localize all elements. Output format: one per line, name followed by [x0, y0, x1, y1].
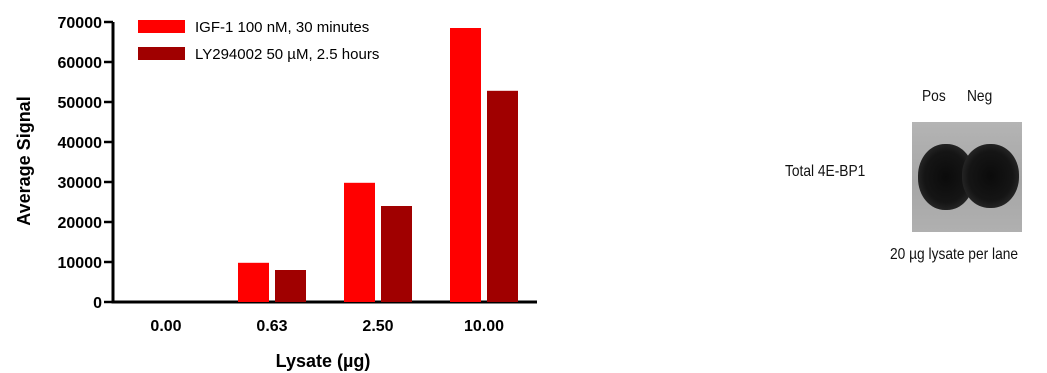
y-tick-label: 30000 [58, 175, 103, 192]
y-tick-label: 40000 [58, 135, 103, 152]
legend-swatch-igf1 [138, 20, 185, 33]
y-tick-label: 70000 [58, 15, 103, 32]
bar-chart: 0 10000 20000 30000 40000 50000 60000 70000 0.0… [14, 15, 537, 371]
x-tick-label: 0.63 [256, 318, 287, 335]
bars [238, 28, 518, 302]
y-tick-label: 10000 [58, 255, 103, 272]
bar-igf1-1 [238, 262, 269, 302]
lane-label-neg: Neg [967, 88, 993, 105]
x-tick-label: 10.00 [464, 318, 504, 335]
y-tick-label: 50000 [58, 95, 103, 112]
bar-ly294002-2 [381, 206, 412, 302]
bar-igf1-3 [450, 28, 481, 302]
blot-row-label: Total 4E-BP1 [785, 163, 866, 180]
y-axis: 0 10000 20000 30000 40000 50000 60000 70000 [58, 15, 115, 312]
legend-label-ly294002: LY294002 50 µM, 2.5 hours [195, 46, 379, 63]
blot-image [912, 122, 1022, 232]
lane-label-pos: Pos [922, 88, 946, 105]
bar-ly294002-1 [275, 270, 306, 302]
y-tick-label: 60000 [58, 55, 103, 72]
y-tick-label: 20000 [58, 215, 103, 232]
y-axis-title: Average Signal [14, 96, 34, 225]
western-blot-panel: Pos Neg Total 4E-BP1 20 µg lysate per la… [770, 80, 1047, 280]
bar-igf1-2 [344, 182, 375, 302]
x-axis-title: Lysate (µg) [276, 351, 371, 371]
x-axis: 0.00 0.63 2.50 10.00 [111, 300, 537, 335]
x-tick-label: 0.00 [150, 318, 181, 335]
bar-ly294002-3 [487, 90, 518, 302]
blot-caption: 20 µg lysate per lane [890, 246, 1019, 263]
y-tick-label: 0 [93, 295, 102, 312]
x-tick-label: 2.50 [362, 318, 393, 335]
blot-band-neg [962, 144, 1019, 208]
legend: IGF-1 100 nM, 30 minutes LY294002 50 µM,… [138, 19, 379, 63]
legend-swatch-ly294002 [138, 47, 185, 60]
legend-label-igf1: IGF-1 100 nM, 30 minutes [195, 19, 369, 36]
